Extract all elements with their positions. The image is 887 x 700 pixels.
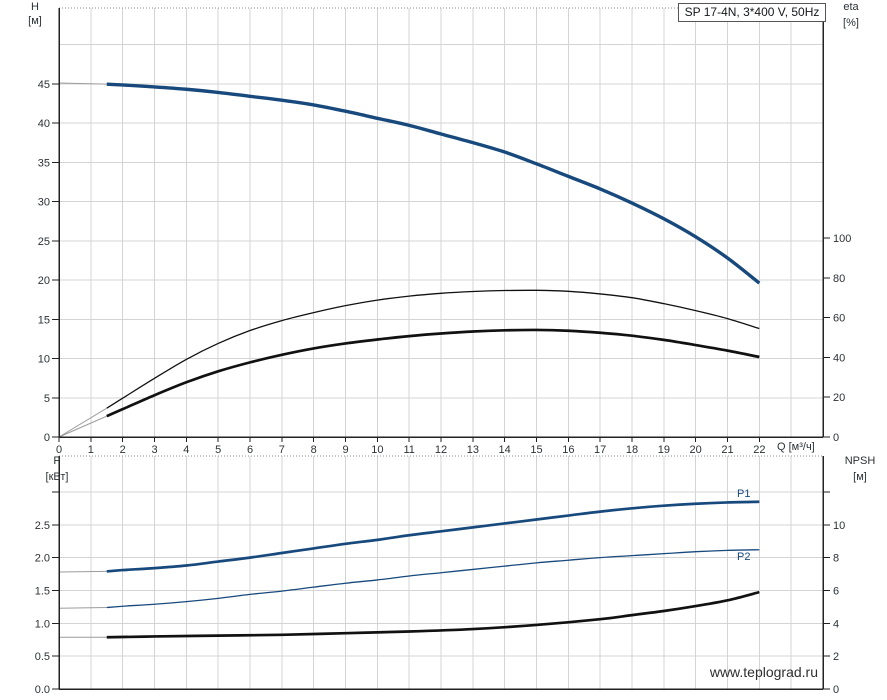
right-tick-label: 8 (833, 553, 839, 565)
left-tick-label: 45 (38, 79, 50, 91)
x-tick-label: 10 (371, 444, 383, 456)
left-tick-label: 0 (44, 432, 50, 444)
x-tick-label: 20 (690, 444, 702, 456)
eta-total-curve (106, 328, 760, 418)
x-tick-label: 13 (467, 444, 479, 456)
eta-pump-curve (106, 289, 760, 409)
left-tick-label: 1.5 (35, 585, 50, 597)
left-tick-label: 0.0 (35, 684, 50, 696)
left-axis-unit-p: [кВт] (45, 471, 69, 483)
right-tick-label: 4 (833, 618, 839, 630)
P1-curve (106, 500, 760, 573)
right-tick-label: 0 (833, 684, 839, 696)
right-tick-label: 2 (833, 651, 839, 663)
right-tick-label: 100 (833, 233, 851, 245)
left-axis-title-h: H (31, 1, 39, 13)
left-tick-label: 40 (38, 118, 50, 130)
right-axis-unit-npsh: [м] (853, 471, 867, 483)
left-axis-unit-h: [м] (28, 15, 42, 27)
x-tick-label: 18 (626, 444, 638, 456)
x-tick-label: 15 (530, 444, 542, 456)
right-tick-label: 80 (833, 273, 845, 285)
x-tick-label: 22 (753, 444, 765, 456)
right-tick-label: 0 (833, 432, 839, 444)
right-axis-unit-eta: [%] (843, 17, 859, 29)
left-tick-label: 5 (44, 393, 50, 405)
left-tick-label: 35 (38, 157, 50, 169)
x-tick-label: 12 (435, 444, 447, 456)
x-tick-label: 8 (311, 444, 317, 456)
x-tick-label: 14 (499, 444, 511, 456)
right-tick-label: 60 (833, 313, 845, 325)
pump-model-title: SP 17-4N, 3*400 V, 50Hz (678, 3, 826, 22)
P1-curve-gray-start (58, 570, 107, 573)
left-tick-label: 15 (38, 314, 50, 326)
left-tick-label: 30 (38, 197, 50, 209)
x-tick-label: 2 (120, 444, 126, 456)
right-tick-label: 40 (833, 352, 845, 364)
left-tick-label: 2.5 (35, 520, 50, 532)
x-tick-label: 17 (594, 444, 606, 456)
P2-curve-gray-start (58, 607, 107, 609)
series-label-p1: P1 (737, 488, 751, 500)
H-Q-curve-gray-start (58, 82, 107, 85)
x-tick-label: 16 (562, 444, 574, 456)
x-tick-label: 3 (151, 444, 157, 456)
series-label-p2: P2 (737, 551, 751, 563)
right-tick-label: 20 (833, 392, 845, 404)
NPSH-curve (106, 590, 760, 639)
eta-pump-curve-gray-start (58, 407, 108, 438)
left-tick-label: 2.0 (35, 553, 50, 565)
P2-curve (106, 549, 760, 609)
x-tick-label: 11 (403, 444, 414, 456)
left-tick-label: 10 (38, 354, 50, 366)
x-axis-title-q: Q [м³/ч] (777, 441, 815, 453)
eta-total-curve-gray-start (58, 415, 107, 438)
x-tick-label: 7 (279, 444, 285, 456)
x-tick-label: 9 (342, 444, 348, 456)
x-tick-label: 0 (56, 444, 62, 456)
x-tick-label: 5 (215, 444, 221, 456)
right-axis-title-npsh: NPSH (844, 455, 876, 467)
left-axis-title-p: P (53, 455, 61, 467)
x-tick-label: 21 (721, 444, 733, 456)
right-axis-title-eta: eta (843, 1, 859, 13)
x-tick-label: 6 (247, 444, 253, 456)
left-tick-label: 1.0 (35, 618, 50, 630)
H-Q-curve (106, 82, 761, 285)
right-tick-label: 10 (833, 520, 845, 532)
left-tick-label: 20 (38, 275, 50, 287)
x-tick-label: 4 (183, 444, 189, 456)
x-tick-label: 1 (88, 444, 94, 456)
left-tick-label: 25 (38, 236, 50, 248)
right-tick-label: 6 (833, 585, 839, 597)
watermark-text: www.teplograd.ru (709, 664, 818, 680)
left-tick-label: 0.5 (35, 651, 50, 663)
x-tick-label: 19 (658, 444, 670, 456)
